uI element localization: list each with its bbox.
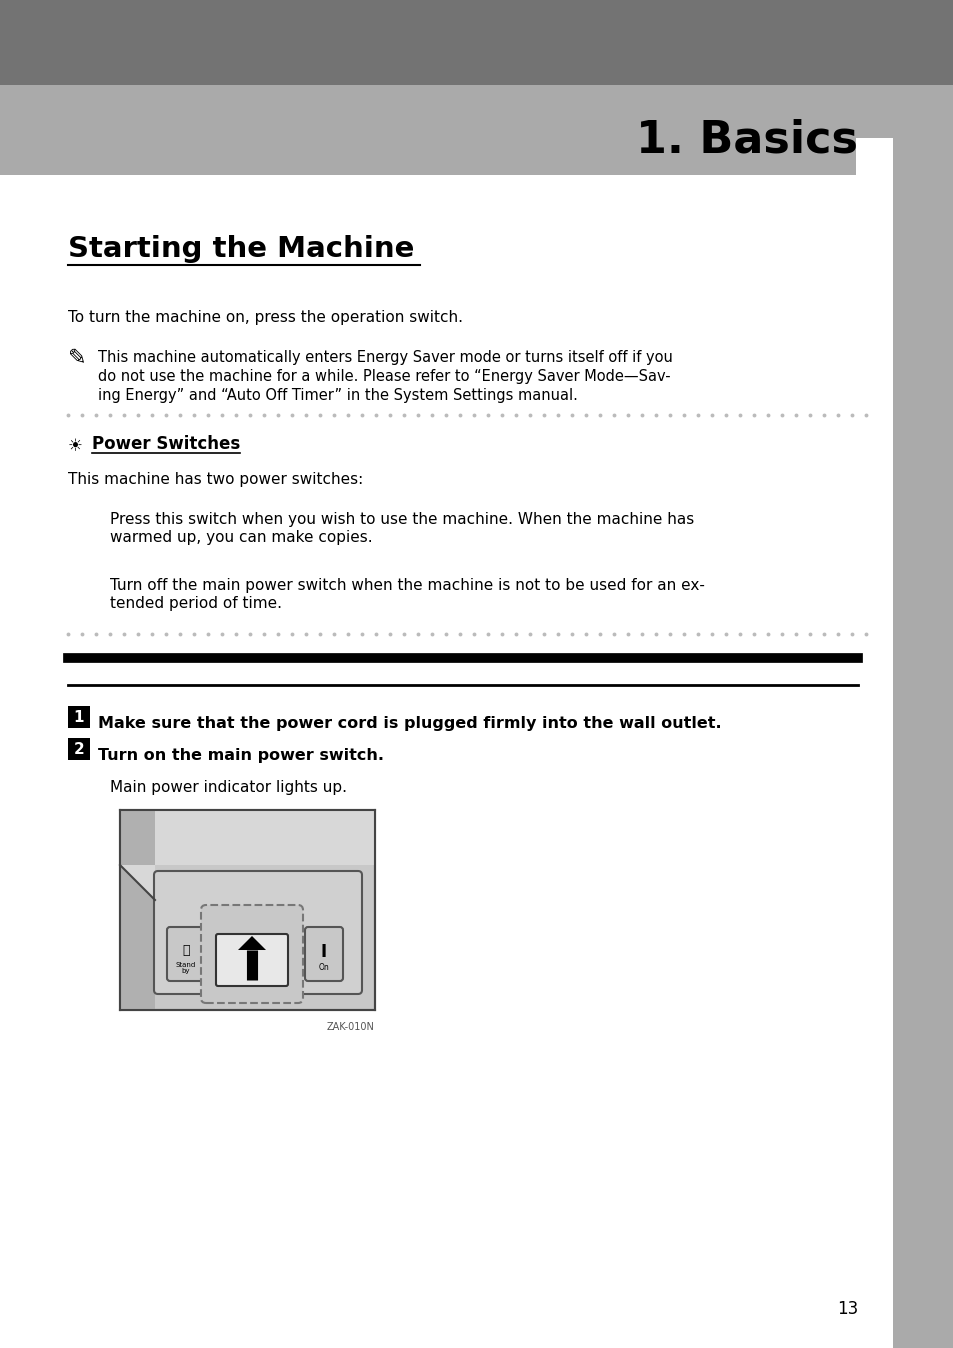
Text: This machine has two power switches:: This machine has two power switches:	[68, 472, 363, 487]
Text: To turn the machine on, press the operation switch.: To turn the machine on, press the operat…	[68, 310, 462, 325]
FancyBboxPatch shape	[153, 871, 361, 993]
Bar	[120, 810, 375, 1010]
Text: do not use the machine for a while. Please refer to “Energy Saver Mode—Sav-: do not use the machine for a while. Plea…	[98, 369, 670, 384]
Bar	[68, 706, 90, 728]
Text: I: I	[320, 944, 327, 961]
FancyBboxPatch shape	[215, 934, 288, 985]
Text: 1: 1	[73, 709, 84, 724]
Text: Turn on the main power switch.: Turn on the main power switch.	[98, 748, 384, 763]
Text: This machine automatically enters Energy Saver mode or turns itself off if you: This machine automatically enters Energy…	[98, 350, 672, 365]
Text: Stand
by: Stand by	[175, 961, 196, 975]
Text: ✎: ✎	[68, 348, 87, 368]
Text: Power Switches: Power Switches	[91, 435, 240, 453]
Text: Main power indicator lights up.: Main power indicator lights up.	[110, 780, 347, 795]
Text: Press this switch when you wish to use the machine. When the machine has: Press this switch when you wish to use t…	[110, 512, 694, 527]
Text: ing Energy” and “Auto Off Timer” in the System Settings manual.: ing Energy” and “Auto Off Timer” in the …	[98, 388, 578, 403]
Bar	[855, 137, 892, 175]
FancyBboxPatch shape	[201, 905, 303, 1003]
Text: 13: 13	[836, 1299, 857, 1318]
Bar	[892, 0, 953, 1348]
Text: tended period of time.: tended period of time.	[110, 596, 282, 611]
Text: Make sure that the power cord is plugged firmly into the wall outlet.: Make sure that the power cord is plugged…	[98, 716, 720, 731]
Text: ⏻: ⏻	[182, 944, 190, 957]
FancyBboxPatch shape	[167, 927, 205, 981]
Text: ZAK-010N: ZAK-010N	[327, 1022, 375, 1033]
Bar	[68, 737, 90, 760]
Polygon shape	[237, 936, 266, 950]
Text: Starting the Machine: Starting the Machine	[68, 235, 414, 263]
Text: warmed up, you can make copies.: warmed up, you can make copies.	[110, 530, 373, 545]
Bar	[120, 810, 154, 1010]
FancyBboxPatch shape	[305, 927, 343, 981]
Text: 1. Basics: 1. Basics	[636, 119, 857, 162]
Polygon shape	[120, 865, 154, 900]
Text: Turn off the main power switch when the machine is not to be used for an ex-: Turn off the main power switch when the …	[110, 578, 704, 593]
Text: 2: 2	[73, 741, 84, 756]
Text: ☀: ☀	[68, 437, 83, 456]
Bar	[120, 810, 375, 865]
Bar	[0, 85, 892, 175]
Text: On: On	[318, 964, 329, 972]
Bar	[0, 0, 953, 85]
